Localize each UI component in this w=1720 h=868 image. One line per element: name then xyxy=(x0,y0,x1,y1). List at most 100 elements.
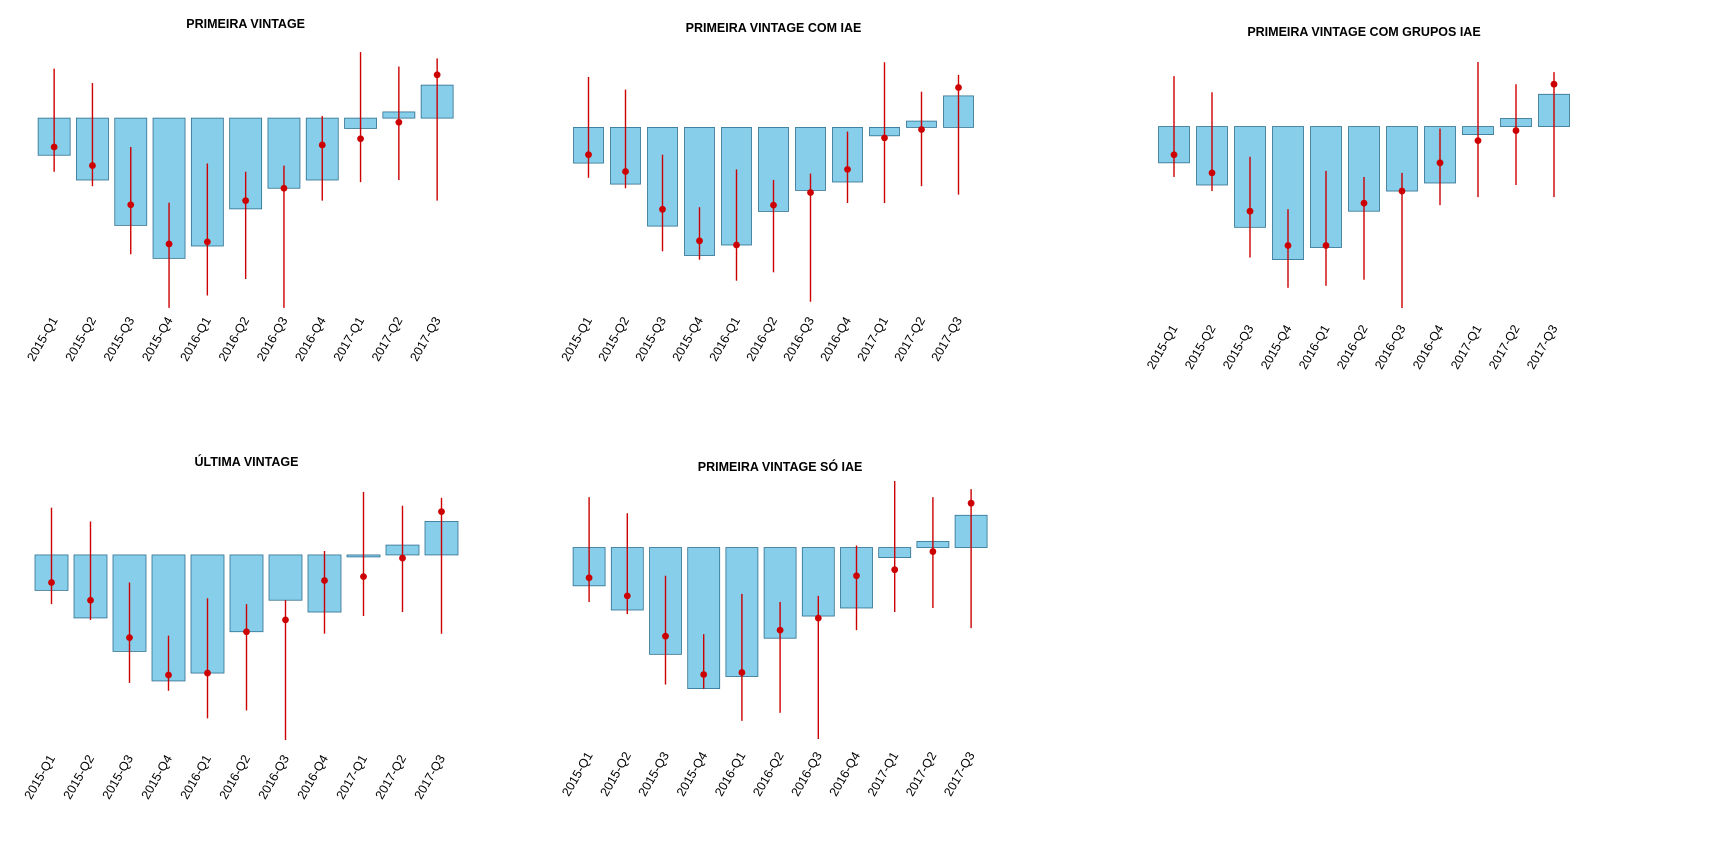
point-2015-Q1 xyxy=(1170,151,1178,159)
tick-label: 2016-Q4 xyxy=(818,314,854,363)
point-2015-Q4 xyxy=(1284,242,1292,249)
point-2017-Q2 xyxy=(918,126,925,133)
point-2015-Q2 xyxy=(89,162,96,169)
tick-label: 2017-Q3 xyxy=(1524,322,1560,371)
tick-label: 2015-Q3 xyxy=(633,314,669,363)
tick-label: 2017-Q2 xyxy=(373,752,409,801)
point-2017-Q2 xyxy=(395,118,403,126)
point-2017-Q3 xyxy=(955,84,962,91)
point-2017-Q2 xyxy=(1512,127,1520,134)
chart-title: PRIMEIRA VINTAGE COM IAE xyxy=(686,21,862,35)
point-2015-Q4 xyxy=(696,237,703,245)
point-2015-Q3 xyxy=(659,205,666,213)
point-2016-Q4 xyxy=(321,577,328,584)
point-2017-Q1 xyxy=(891,566,899,574)
chart-panel-1: PRIMEIRA VINTAGE 2015-Q1 2015-Q2 2015-Q3 201… xyxy=(24,10,470,430)
tick-label: 2016-Q4 xyxy=(292,314,328,363)
tick-label: 2015-Q3 xyxy=(1220,322,1256,371)
point-2016-Q4 xyxy=(853,572,860,580)
tick-label: 2017-Q3 xyxy=(941,749,977,798)
point-2015-Q3 xyxy=(1246,207,1254,215)
tick-label: 2015-Q4 xyxy=(139,314,175,363)
bar-2016-Q3 xyxy=(268,554,303,601)
point-2017-Q3 xyxy=(1550,80,1558,88)
tick-label: 2015-Q2 xyxy=(596,314,632,363)
tick-label: 2017-Q1 xyxy=(865,749,901,798)
point-2016-Q2 xyxy=(242,197,250,205)
point-2016-Q1 xyxy=(203,238,211,246)
tick-label: 2015-Q1 xyxy=(559,749,595,798)
point-2015-Q2 xyxy=(1208,169,1216,177)
point-2016-Q2 xyxy=(770,201,777,209)
tick-label: 2015-Q4 xyxy=(1258,322,1294,371)
point-2017-Q2 xyxy=(929,548,937,555)
tick-label: 2017-Q1 xyxy=(334,752,370,801)
tick-label: 2015-Q3 xyxy=(636,749,672,798)
point-2016-Q3 xyxy=(280,184,288,192)
tick-label: 2015-Q1 xyxy=(22,752,58,801)
tick-label: 2016-Q4 xyxy=(295,752,331,801)
point-2016-Q1 xyxy=(204,669,211,677)
point-2016-Q3 xyxy=(1398,187,1406,195)
point-2016-Q1 xyxy=(733,241,740,249)
tick-label: 2015-Q1 xyxy=(24,314,60,363)
point-2016-Q2 xyxy=(1360,199,1368,207)
point-2017-Q1 xyxy=(881,134,888,142)
chart-title: PRIMEIRA VINTAGE xyxy=(186,17,305,31)
tick-label: 2015-Q2 xyxy=(1182,322,1218,371)
tick-label: 2016-Q2 xyxy=(216,314,252,363)
tick-label: 2016-Q4 xyxy=(1410,322,1446,371)
tick-label: 2017-Q2 xyxy=(1486,322,1522,371)
tick-label: 2016-Q2 xyxy=(750,749,786,798)
tick-label: 2016-Q3 xyxy=(781,314,817,363)
tick-label: 2015-Q1 xyxy=(559,314,595,363)
point-2015-Q4 xyxy=(165,671,172,679)
point-2016-Q4 xyxy=(318,141,326,149)
tick-label: 2016-Q2 xyxy=(744,314,780,363)
point-2016-Q3 xyxy=(807,189,814,196)
tick-label: 2016-Q3 xyxy=(256,752,292,801)
point-2015-Q4 xyxy=(165,240,173,248)
point-2016-Q2 xyxy=(776,626,784,634)
tick-label: 2017-Q1 xyxy=(855,314,891,363)
tick-label: 2017-Q1 xyxy=(331,314,367,363)
tick-label: 2017-Q2 xyxy=(892,314,928,363)
point-2017-Q3 xyxy=(438,508,445,516)
tick-label: 2015-Q2 xyxy=(63,314,99,363)
tick-label: 2016-Q2 xyxy=(1334,322,1370,371)
tick-label: 2016-Q3 xyxy=(1372,322,1408,371)
tick-label: 2015-Q2 xyxy=(61,752,97,801)
tick-label: 2016-Q1 xyxy=(707,314,743,363)
tick-label: 2015-Q3 xyxy=(101,314,137,363)
chart-panel-2: PRIMEIRA VINTAGE COM IAE 2015-Q1 2015-Q2 20… xyxy=(559,14,1005,430)
tick-label: 2017-Q3 xyxy=(929,314,965,363)
tick-label: 2015-Q4 xyxy=(674,749,710,798)
tick-label: 2016-Q3 xyxy=(254,314,290,363)
point-2016-Q3 xyxy=(814,614,822,622)
point-2017-Q3 xyxy=(433,71,441,79)
tick-label: 2015-Q2 xyxy=(597,749,633,798)
tick-label: 2017-Q2 xyxy=(903,749,939,798)
point-2015-Q3 xyxy=(127,201,135,209)
point-2015-Q1 xyxy=(48,579,55,586)
point-2016-Q1 xyxy=(1322,242,1330,249)
chart-panel-3: PRIMEIRA VINTAGE COM GRUPOS IAE 2015-Q1 20… xyxy=(1144,20,1590,438)
point-2016-Q4 xyxy=(844,166,851,173)
point-2016-Q3 xyxy=(282,616,289,624)
tick-label: 2016-Q4 xyxy=(827,749,863,798)
point-2015-Q3 xyxy=(126,634,133,642)
point-2015-Q1 xyxy=(50,143,58,151)
tick-label: 2016-Q3 xyxy=(788,749,824,798)
point-2017-Q1 xyxy=(357,135,364,143)
tick-label: 2017-Q2 xyxy=(369,314,405,363)
point-2015-Q2 xyxy=(87,596,94,604)
tick-label: 2016-Q1 xyxy=(178,752,214,801)
tick-label: 2015-Q1 xyxy=(1144,322,1180,371)
point-2015-Q1 xyxy=(585,151,592,159)
tick-label: 2016-Q1 xyxy=(712,749,748,798)
point-2016-Q1 xyxy=(738,669,746,676)
chart-panel-5: PRIMEIRA VINTAGE SÓ IAE 2015-Q1 2015-Q2 201… xyxy=(559,455,1005,865)
